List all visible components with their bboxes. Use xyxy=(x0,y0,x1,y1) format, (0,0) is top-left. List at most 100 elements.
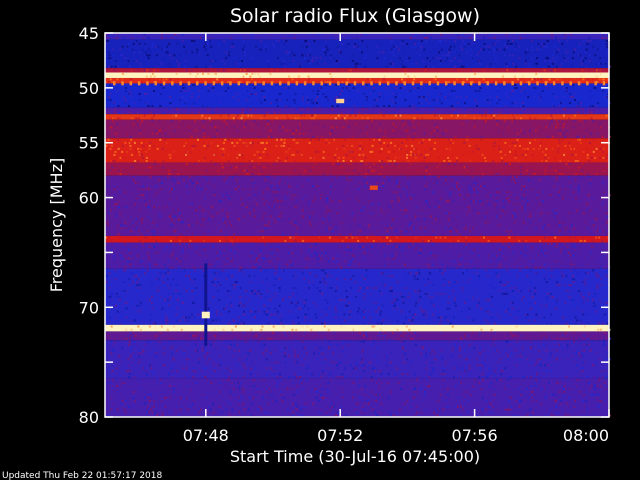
speckle xyxy=(505,281,508,284)
speckle xyxy=(422,278,425,281)
speckle xyxy=(429,33,432,36)
speckle xyxy=(235,156,238,159)
speckle xyxy=(144,102,146,105)
speckle xyxy=(278,111,281,114)
speckle xyxy=(108,54,111,57)
speckle xyxy=(107,185,109,188)
speckle xyxy=(189,278,192,281)
speckle xyxy=(442,54,445,57)
speckle xyxy=(346,188,349,191)
speckle xyxy=(440,197,443,200)
speckle xyxy=(574,81,577,84)
speckle xyxy=(333,260,336,263)
speckle xyxy=(196,251,199,254)
speckle xyxy=(446,135,448,138)
speckle xyxy=(266,111,269,114)
speckle xyxy=(559,221,562,224)
speckle xyxy=(387,203,390,206)
speckle xyxy=(500,156,503,159)
speckle xyxy=(352,87,355,89)
speckle xyxy=(519,36,522,39)
speckle xyxy=(366,182,369,185)
speckle xyxy=(108,169,111,172)
speckle xyxy=(155,45,158,48)
speckle xyxy=(259,117,262,120)
speckle xyxy=(482,69,485,72)
speckle xyxy=(580,120,583,123)
speckle xyxy=(408,230,411,233)
speckle xyxy=(434,87,437,89)
speckle xyxy=(366,132,369,135)
speckle xyxy=(366,287,369,289)
speckle xyxy=(472,200,475,203)
speckle xyxy=(383,141,386,144)
speckle xyxy=(358,147,361,150)
speckle xyxy=(272,173,275,175)
speckle xyxy=(557,221,560,224)
speckle xyxy=(329,257,332,260)
speckle xyxy=(377,179,380,182)
speckle xyxy=(488,278,491,281)
speckle xyxy=(567,251,570,254)
speckle xyxy=(552,36,554,39)
speckle xyxy=(529,224,532,227)
speckle xyxy=(475,147,478,150)
speckle xyxy=(182,96,185,98)
speckle xyxy=(406,153,409,156)
speckle xyxy=(465,169,468,172)
speckle xyxy=(227,160,230,162)
speckle xyxy=(488,194,490,197)
speckle xyxy=(336,105,339,108)
speckle xyxy=(207,243,210,245)
speckle xyxy=(571,65,574,68)
speckle xyxy=(230,239,233,242)
speckle xyxy=(249,188,251,191)
speckle xyxy=(503,48,506,51)
speckle xyxy=(157,290,160,292)
speckle xyxy=(187,275,190,278)
speckle xyxy=(401,87,404,89)
speckle xyxy=(444,236,447,239)
speckle xyxy=(287,251,290,254)
speckle xyxy=(129,111,132,114)
speckle xyxy=(580,129,583,132)
speckle xyxy=(394,144,396,147)
speckle xyxy=(267,221,270,224)
speckle xyxy=(258,301,261,304)
speckle xyxy=(367,166,370,169)
speckle xyxy=(400,132,403,135)
speckle xyxy=(177,218,180,221)
speckle xyxy=(162,48,165,51)
speckle xyxy=(463,105,466,108)
speckle xyxy=(563,251,566,254)
speckle xyxy=(167,176,170,179)
speckle xyxy=(599,72,602,75)
speckle xyxy=(508,179,511,182)
speckle xyxy=(370,254,373,257)
speckle xyxy=(385,278,388,281)
speckle xyxy=(471,111,474,114)
speckle xyxy=(226,182,229,185)
speckle xyxy=(340,266,343,269)
speckle xyxy=(105,75,108,78)
speckle xyxy=(353,105,355,108)
speckle xyxy=(555,212,558,215)
speckle xyxy=(381,173,383,175)
speckle xyxy=(136,69,139,72)
speckle xyxy=(365,173,368,175)
speckle xyxy=(524,123,527,126)
speckle xyxy=(509,230,512,233)
speckle xyxy=(279,126,282,129)
speckle xyxy=(399,284,402,287)
speckle xyxy=(497,129,500,132)
speckle xyxy=(266,188,269,191)
speckle xyxy=(486,200,488,203)
speckle xyxy=(120,169,122,172)
speckle xyxy=(506,69,509,72)
speckle xyxy=(483,182,486,185)
speckle xyxy=(214,191,217,194)
speckle xyxy=(253,290,256,292)
speckle xyxy=(160,251,163,254)
speckle xyxy=(134,203,137,206)
speckle xyxy=(249,245,252,248)
